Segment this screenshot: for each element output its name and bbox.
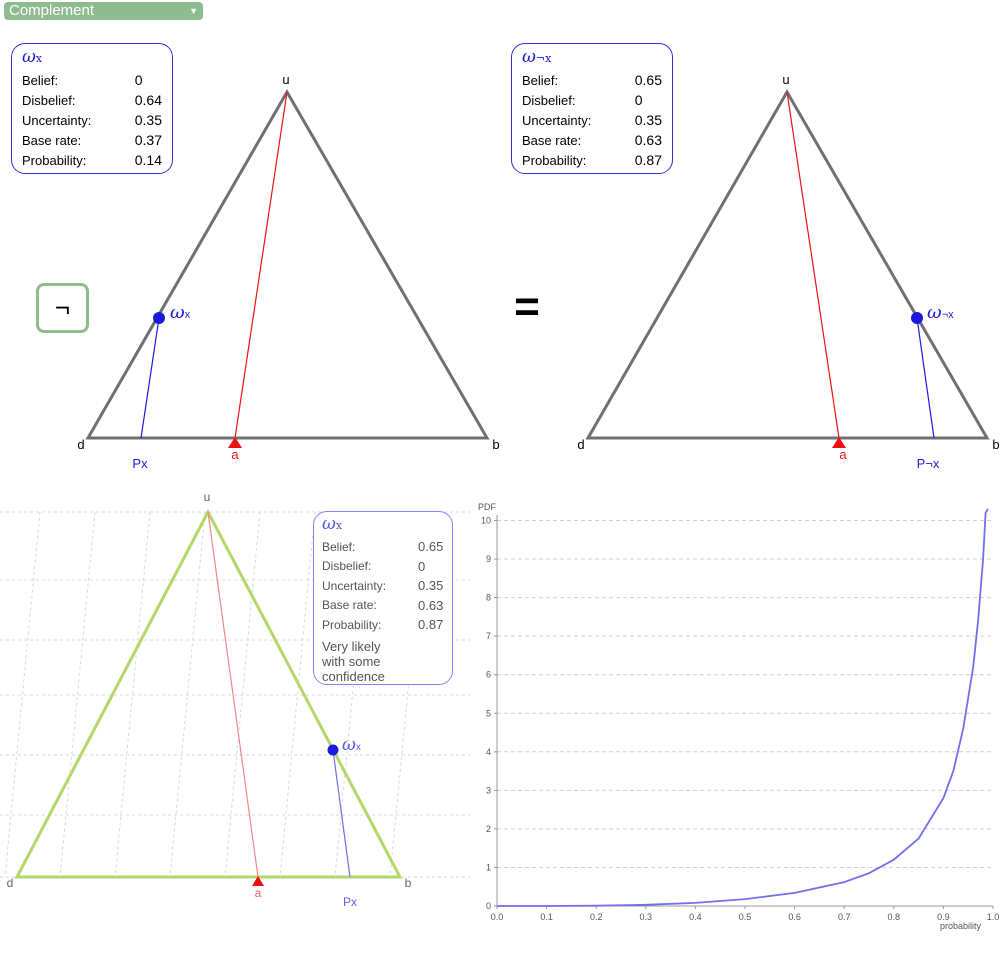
vertex-label-u: u bbox=[282, 72, 289, 87]
input-opinion-infobox: ωx Belief: 0 Disbelief: 0.64 Uncertainty: 0… bbox=[11, 43, 173, 174]
row-belief: Belief: 0 bbox=[22, 72, 143, 88]
projection-label: P¬x bbox=[917, 456, 940, 471]
x-tick-label: 0.5 bbox=[739, 912, 752, 922]
y-tick-label: 9 bbox=[486, 554, 491, 564]
vertex-label-b: b bbox=[405, 876, 412, 890]
probability-density-chart: 0 1 2 3 4 5 6 7 8 9 10 0.0 0.1 0.2 0.3 0.4 0.5 0.6 0.7 0.8… bbox=[478, 502, 1000, 931]
verbal-description: Very likely with some confidence bbox=[322, 638, 385, 684]
x-tick-label: 0.3 bbox=[640, 912, 653, 922]
pdf-curve bbox=[497, 508, 989, 907]
x-tick-label: 0.6 bbox=[788, 912, 801, 922]
complement-opinion-infobox: ω¬x Belief: 0.65 Disbelief: 0 Uncertainty:… bbox=[511, 43, 673, 174]
x-axis-ticks: 0.0 0.1 0.2 0.3 0.4 0.5 0.6 0.7 0.8 0.9 1.0 bbox=[491, 906, 1000, 922]
y-tick-label: 4 bbox=[486, 747, 491, 757]
base-rate-director-line bbox=[207, 511, 259, 878]
row-uncertainty: Uncertainty: 0.35 bbox=[322, 578, 444, 594]
projection-line bbox=[916, 317, 935, 439]
y-axis-ticks: 0 1 2 3 4 5 6 7 8 9 10 bbox=[481, 516, 497, 911]
result-opinion-infobox: ωx Belief: 0.65 Disbelief: 0 Uncertainty: 0… bbox=[313, 511, 453, 685]
input-opinion-triangle: u d b a Px ωx bbox=[77, 72, 499, 471]
x-tick-label: 1.0 bbox=[987, 912, 1000, 922]
y-axis-label: PDF bbox=[478, 502, 497, 512]
base-rate-marker[interactable] bbox=[252, 876, 264, 886]
opinion-point[interactable] bbox=[153, 312, 165, 324]
y-tick-label: 2 bbox=[486, 824, 491, 834]
row-probability: Probability: 0.87 bbox=[322, 617, 444, 633]
opinion-title: ωx bbox=[22, 47, 43, 67]
row-base-rate: Base rate: 0.63 bbox=[322, 597, 444, 613]
opinion-point-label: ω¬x bbox=[927, 302, 954, 323]
opinion-title: ωx bbox=[322, 514, 343, 534]
opinion-title: ω¬x bbox=[522, 47, 552, 67]
opinion-point[interactable] bbox=[911, 312, 923, 324]
x-tick-label: 0.9 bbox=[937, 912, 950, 922]
projection-line bbox=[140, 317, 160, 439]
x-axis-label: probability bbox=[940, 921, 982, 931]
base-rate-director-line bbox=[786, 91, 840, 439]
vertex-label-u: u bbox=[782, 72, 789, 87]
opinion-point[interactable] bbox=[327, 744, 339, 756]
row-disbelief: Disbelief: 0.64 bbox=[22, 92, 162, 108]
base-rate-marker[interactable] bbox=[832, 437, 846, 448]
row-disbelief: Disbelief: 0 bbox=[522, 92, 643, 108]
projection-line bbox=[332, 749, 351, 878]
opinion-point-label: ωx bbox=[170, 302, 191, 323]
complement-opinion-triangle: u d b a P¬x ω¬x bbox=[577, 72, 999, 471]
chart-grid bbox=[497, 520, 993, 868]
y-tick-label: 8 bbox=[486, 593, 491, 603]
y-tick-label: 3 bbox=[486, 785, 491, 795]
vertex-label-d: d bbox=[577, 437, 584, 452]
y-tick-label: 5 bbox=[486, 708, 491, 718]
y-tick-label: 10 bbox=[481, 516, 491, 526]
base-rate-label: a bbox=[839, 447, 847, 462]
triangle-outline bbox=[585, 88, 990, 440]
base-rate-label: a bbox=[231, 447, 239, 462]
row-belief: Belief: 0.65 bbox=[522, 72, 662, 88]
x-tick-label: 0.2 bbox=[590, 912, 603, 922]
x-tick-label: 0.7 bbox=[838, 912, 851, 922]
triangle-outline bbox=[85, 88, 490, 440]
row-probability: Probability: 0.87 bbox=[522, 152, 662, 168]
x-tick-label: 0.8 bbox=[888, 912, 901, 922]
y-tick-label: 0 bbox=[486, 901, 491, 911]
x-tick-label: 0.4 bbox=[689, 912, 702, 922]
row-belief: Belief: 0.65 bbox=[322, 539, 444, 555]
vertex-label-b: b bbox=[992, 437, 999, 452]
base-rate-marker[interactable] bbox=[228, 437, 242, 448]
y-tick-label: 7 bbox=[486, 631, 491, 641]
operator-select[interactable]: Complement ▼ bbox=[4, 2, 203, 20]
opinion-point-label: ωx bbox=[342, 735, 361, 755]
operator-select-value: Complement bbox=[9, 2, 95, 19]
y-tick-label: 1 bbox=[486, 862, 491, 872]
y-tick-label: 6 bbox=[486, 670, 491, 680]
x-tick-label: 0.0 bbox=[491, 912, 504, 922]
projection-label: Px bbox=[343, 895, 357, 909]
x-tick-label: 0.1 bbox=[540, 912, 553, 922]
row-uncertainty: Uncertainty: 0.35 bbox=[522, 112, 662, 128]
row-base-rate: Base rate: 0.37 bbox=[22, 132, 162, 148]
opinion-values-table: Belief: 0 Disbelief: 0.64 Uncertainty: 0.35… bbox=[22, 70, 162, 170]
opinion-values-table: Belief: 0.65 Disbelief: 0 Uncertainty: 0.35… bbox=[322, 537, 443, 635]
row-disbelief: Disbelief: 0 bbox=[322, 558, 426, 574]
vertex-label-d: d bbox=[77, 437, 84, 452]
row-probability: Probability: 0.14 bbox=[22, 152, 162, 168]
vertex-label-d: d bbox=[7, 876, 14, 890]
projection-label: Px bbox=[132, 456, 148, 471]
equals-sign: = bbox=[514, 282, 540, 331]
chevron-down-icon: ▼ bbox=[189, 6, 198, 16]
base-rate-label: a bbox=[255, 886, 262, 900]
row-base-rate: Base rate: 0.63 bbox=[522, 132, 662, 148]
negation-operator-button[interactable]: ¬ bbox=[36, 283, 89, 333]
triangle-outline bbox=[14, 508, 403, 879]
opinion-values-table: Belief: 0.65 Disbelief: 0 Uncertainty: 0.35… bbox=[522, 70, 662, 170]
base-rate-director-line bbox=[234, 91, 288, 439]
vertex-label-b: b bbox=[492, 437, 499, 452]
row-uncertainty: Uncertainty: 0.35 bbox=[22, 112, 162, 128]
vertex-label-u: u bbox=[204, 490, 211, 504]
